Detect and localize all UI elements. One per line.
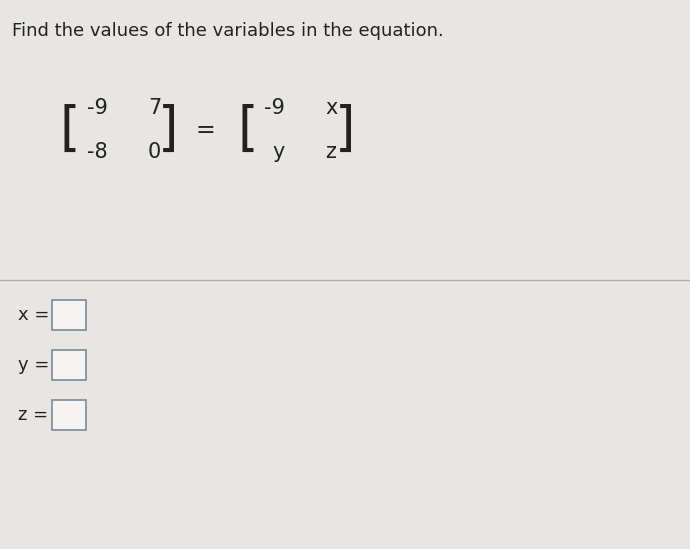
Text: =: = [195,118,215,142]
Text: -9: -9 [264,98,285,118]
Text: -8: -8 [88,142,108,162]
Text: Find the values of the variables in the equation.: Find the values of the variables in the … [12,22,444,40]
Text: y =: y = [18,356,50,374]
Bar [52,350,86,380]
Text: x: x [325,98,337,118]
Text: ]: ] [158,104,178,156]
Text: z: z [325,142,336,162]
Text: [: [ [60,104,80,156]
Text: 7: 7 [148,98,161,118]
Text: -9: -9 [87,98,108,118]
Text: z =: z = [18,406,48,424]
Text: [: [ [237,104,258,156]
Text: 0: 0 [148,142,161,162]
Bar [52,400,86,430]
Bar [52,300,86,330]
Text: x =: x = [18,306,50,324]
Text: y: y [273,142,285,162]
Text: ]: ] [335,104,355,156]
